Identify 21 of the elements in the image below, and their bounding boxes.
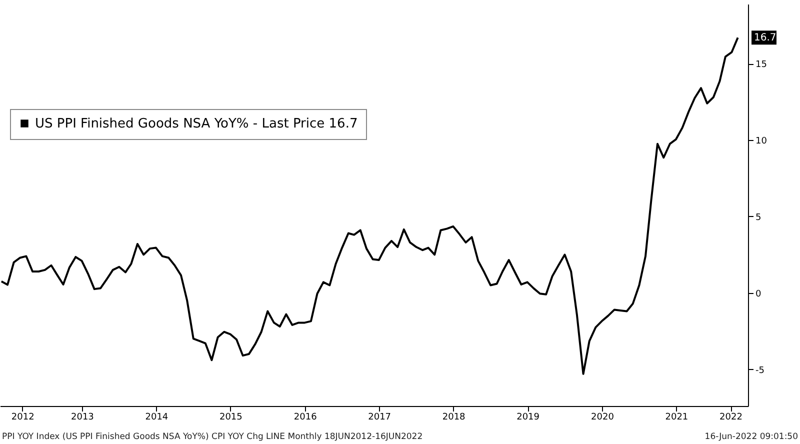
x-tick-label: 2014 xyxy=(145,412,168,422)
y-tick-label: 0 xyxy=(756,289,762,300)
x-tick-label: 2017 xyxy=(368,412,392,422)
x-tick-label: 2021 xyxy=(665,412,688,422)
x-tick-label: 2015 xyxy=(219,412,242,422)
text: PPI YOY Index (US PPI Finished Goods NSA YoY%) CPI YOY Chg LINE Monthly 18JUN2012-16JUN2022 xyxy=(2,432,423,442)
x-tick-label: 2019 xyxy=(516,412,540,422)
x-tick-label: 2012 xyxy=(11,412,34,422)
text: 16-Jun-2022 09:01:50 xyxy=(704,432,798,442)
x-tick-label: 2018 xyxy=(442,412,466,422)
y-tick-label: 5 xyxy=(756,212,762,223)
x-tick-label: 2013 xyxy=(71,412,94,422)
x-tick-label: 2022 xyxy=(720,412,742,422)
y-tick-label: -5 xyxy=(756,366,764,376)
x-tick-label: 2016 xyxy=(294,412,318,422)
y-tick-label: 10 xyxy=(756,136,768,147)
x-tick-label: 2020 xyxy=(591,412,614,422)
line-series xyxy=(0,36,739,375)
data-label: 16.7 xyxy=(754,32,776,44)
y-tick-label: 15 xyxy=(756,60,767,70)
legend-label: US PPI Finished Goods NSA YoY% - Last Price 16.7 xyxy=(35,116,358,132)
